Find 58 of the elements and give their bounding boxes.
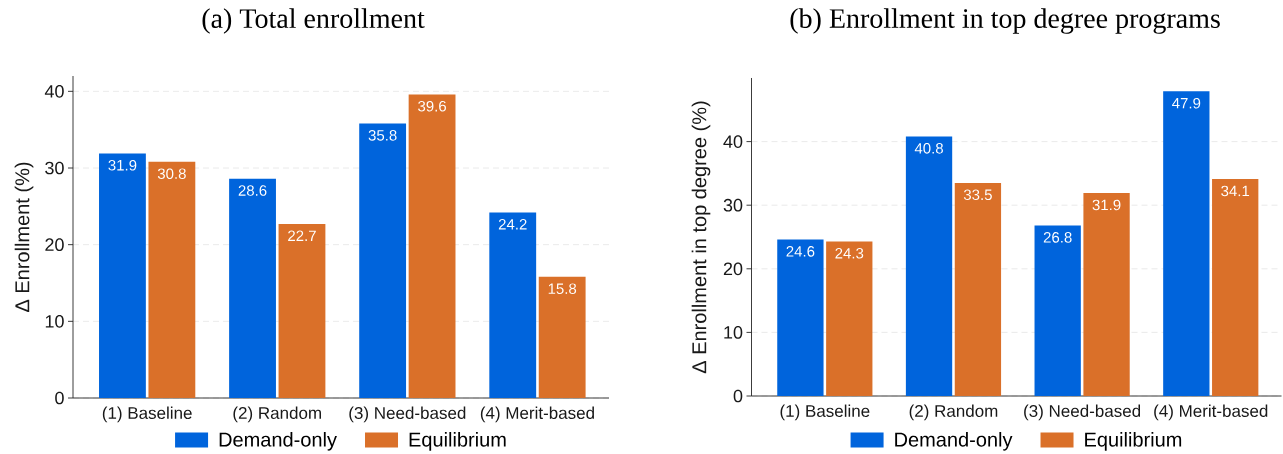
data-label: 39.6: [418, 100, 447, 112]
data-label: 47.9: [1172, 97, 1201, 109]
y-axis-title: Δ Enrollment in top degree (%): [691, 101, 711, 374]
data-label: 22.7: [288, 230, 316, 241]
bar: [278, 223, 326, 398]
y-tick-label: 0: [733, 389, 743, 403]
legend-label: Demand-only: [219, 431, 337, 451]
x-tick-label: (3) Need-based: [1024, 404, 1141, 421]
x-tick-label: (2) Random: [233, 406, 321, 423]
data-label: 40.8: [914, 143, 943, 154]
y-tick-label: 0: [55, 391, 64, 405]
x-tick-label: (4) Merit-based: [1154, 404, 1268, 421]
data-label: 28.6: [238, 185, 267, 196]
data-label: 24.6: [786, 246, 815, 257]
bar: [408, 94, 456, 398]
bar: [148, 161, 196, 398]
data-label: 26.8: [1043, 232, 1072, 243]
x-tick-label: (3) Need-based: [349, 406, 466, 423]
data-label: 24.3: [835, 247, 864, 259]
y-tick-label: 20: [45, 238, 64, 252]
data-label: 30.8: [157, 168, 186, 179]
data-label: 24.2: [498, 218, 527, 230]
bar: [1163, 91, 1210, 396]
legend-label: Demand-only: [895, 432, 1013, 451]
y-axis-title: Δ Enrollment (%): [14, 162, 34, 312]
bar: [229, 178, 276, 398]
data-label: 35.8: [368, 130, 397, 141]
bar: [359, 123, 407, 398]
legend-label: Equilibrium: [1085, 432, 1182, 451]
y-tick-label: 10: [724, 326, 743, 339]
bar: [777, 239, 824, 396]
bar: [1083, 193, 1130, 396]
bar: [1034, 225, 1081, 396]
data-label: 15.8: [548, 283, 577, 294]
bar: [905, 136, 953, 396]
data-label: 31.9: [1092, 199, 1121, 211]
x-tick-label: (1) Baseline: [102, 406, 192, 423]
bar: [538, 276, 586, 398]
y-tick-label: 40: [723, 135, 743, 148]
y-tick-label: 10: [45, 314, 64, 328]
chart-title: (a) Total enrollment: [202, 8, 425, 34]
y-tick-label: 30: [723, 198, 743, 212]
x-tick-label: (1) Baseline: [780, 404, 870, 421]
bar: [99, 153, 146, 398]
y-tick-label: 20: [723, 262, 743, 276]
y-tick-label: 40: [44, 84, 64, 98]
data-label: 34.1: [1221, 185, 1250, 197]
y-tick-label: 30: [45, 161, 64, 175]
bar: [1212, 179, 1259, 396]
bar: [489, 212, 537, 398]
legend-label: Equilibrium: [409, 431, 506, 451]
chart-title: (b) Enrollment in top degree programs: [790, 8, 1220, 34]
bar: [954, 182, 1002, 396]
bar: [826, 241, 873, 396]
x-tick-label: (2) Random: [909, 404, 998, 421]
data-label: 31.9: [108, 159, 137, 171]
x-tick-label: (4) Merit-based: [480, 406, 594, 423]
data-label: 33.5: [963, 189, 992, 201]
